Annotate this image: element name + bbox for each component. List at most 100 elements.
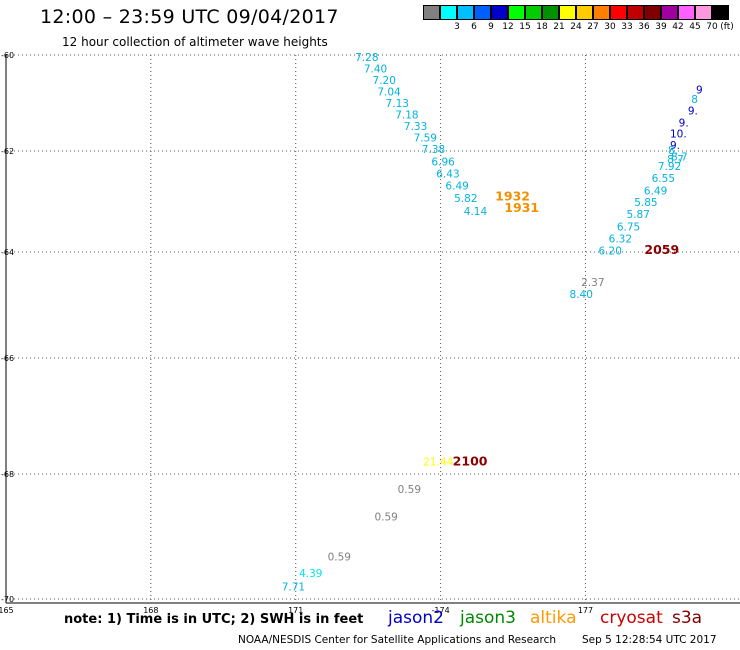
legend-label: 27 xyxy=(587,22,599,32)
wave-height-value: 7.92 xyxy=(658,161,681,173)
chart-title: 12:00 – 23:59 UTC 09/04/2017 xyxy=(40,6,339,28)
legend-unit: (ft) xyxy=(720,22,734,32)
wave-height-value: 0.59 xyxy=(374,511,397,523)
wave-height-value-clipped: 10. xyxy=(670,129,687,141)
legend-swatch xyxy=(474,5,491,20)
legend-swatch xyxy=(678,5,695,20)
mission-altika: altika xyxy=(530,608,577,628)
mission-s3a: s3a xyxy=(672,608,703,628)
wave-height-value: 6.49 xyxy=(644,185,667,197)
legend-swatch xyxy=(576,5,593,20)
legend-label: 36 xyxy=(638,22,650,32)
legend-label: 12 xyxy=(502,22,514,32)
wave-height-value: 5.87 xyxy=(627,209,650,221)
mission-jason3: jason3 xyxy=(460,608,516,628)
wave-height-value: 4.39 xyxy=(299,568,322,580)
legend-swatch xyxy=(695,5,712,20)
latitude-label: -64 xyxy=(1,248,14,257)
legend-label: 24 xyxy=(570,22,582,32)
longitude-label: 177 xyxy=(578,606,593,615)
wave-height-value-clipped: 8.7 xyxy=(667,154,684,166)
legend-label: 39 xyxy=(655,22,667,32)
legend-swatch xyxy=(627,5,644,20)
legend-swatch xyxy=(423,5,440,20)
wave-height-value-clipped: 9. xyxy=(688,106,698,118)
wave-height-value: 2.37 xyxy=(581,277,604,289)
wave-height-value: 5.82 xyxy=(454,193,477,205)
latitude-label: -68 xyxy=(1,470,14,479)
legend-swatch xyxy=(712,5,729,20)
wave-height-value: 6.75 xyxy=(617,221,640,233)
legend-swatch xyxy=(491,5,508,20)
legend-label: 45 xyxy=(689,22,701,32)
wave-height-value: 21.44 xyxy=(423,456,453,468)
wave-height-value: 7.18 xyxy=(395,109,418,121)
wave-height-value-clipped: 8. xyxy=(668,145,678,157)
wave-height-value: 5.85 xyxy=(634,197,657,209)
legend-label: 42 xyxy=(672,22,684,32)
wave-height-value: 6.32 xyxy=(609,233,632,245)
legend-label: 6 xyxy=(471,22,477,32)
wave-height-value: 7.04 xyxy=(377,86,401,98)
wave-height-value: 7.38 xyxy=(422,144,445,156)
longitude-label: 165 xyxy=(0,606,14,615)
wave-height-value: 6.55 xyxy=(652,173,675,185)
pass-time-label: 1931 xyxy=(504,200,539,215)
legend-swatch xyxy=(559,5,576,20)
wave-height-value: 6.96 xyxy=(431,157,455,169)
wave-height-value: 7.71 xyxy=(282,581,305,593)
wave-height-value: 6.43 xyxy=(436,168,459,180)
latitude-label: -66 xyxy=(1,354,14,363)
credit-line: NOAA/NESDIS Center for Satellite Applica… xyxy=(238,634,556,646)
wave-height-value-clipped: 9. xyxy=(679,118,689,130)
wave-height-value: 4.14 xyxy=(464,206,488,218)
legend-swatch xyxy=(644,5,661,20)
legend-label: 15 xyxy=(519,22,531,32)
legend-swatch xyxy=(525,5,542,20)
legend-label: 9 xyxy=(488,22,494,32)
latitude-label: -70 xyxy=(1,595,14,604)
legend-swatch xyxy=(457,5,474,20)
wave-height-value: 0.59 xyxy=(328,551,351,563)
wave-height-value-clipped: 8.7 xyxy=(671,152,688,164)
legend-swatch xyxy=(440,5,457,20)
legend-swatch xyxy=(542,5,559,20)
wave-height-value-clipped: 9 xyxy=(696,84,703,96)
longitude-label: 171 xyxy=(288,606,303,615)
wave-height-value-clipped: 8 xyxy=(691,94,698,106)
wave-height-value: 6.49 xyxy=(445,180,468,192)
generation-timestamp: Sep 5 12:28:54 UTC 2017 xyxy=(582,634,717,646)
wave-height-value: 7.28 xyxy=(355,52,378,64)
pass-time-label: 1932 xyxy=(495,188,530,203)
footer-note: note: 1) Time is in UTC; 2) SWH is in fe… xyxy=(64,612,364,627)
legend-label: 33 xyxy=(621,22,633,32)
legend-swatch xyxy=(593,5,610,20)
wave-height-value: 7.33 xyxy=(404,121,427,133)
wave-height-value-clipped: 9. xyxy=(670,140,680,152)
mission-cryosat: cryosat xyxy=(600,608,663,628)
legend-label: 21 xyxy=(553,22,565,32)
wave-height-value: 7.59 xyxy=(414,132,437,144)
pass-time-label: 2100 xyxy=(453,453,488,468)
latitude-label: -60 xyxy=(1,51,14,60)
legend-label: 3 xyxy=(454,22,460,32)
mission-jason2: jason2 xyxy=(388,608,444,628)
legend-label: 18 xyxy=(536,22,548,32)
legend-swatch xyxy=(610,5,627,20)
legend-label: 30 xyxy=(604,22,616,32)
wave-height-value: 0.59 xyxy=(398,484,421,496)
wave-height-value: 7.40 xyxy=(364,63,387,75)
legend-swatch xyxy=(508,5,525,20)
wave-height-value: 7.20 xyxy=(373,75,396,87)
longitude-label: 168 xyxy=(143,606,158,615)
wave-height-value: 8.40 xyxy=(570,289,593,301)
wave-height-value: 6.20 xyxy=(599,246,622,258)
legend-label: 70 xyxy=(706,22,718,32)
legend-swatch xyxy=(661,5,678,20)
pass-time-label: 2059 xyxy=(644,242,679,257)
wave-height-value: 7.13 xyxy=(386,98,409,110)
longitude-label: -174 xyxy=(432,606,450,615)
chart-subtitle: 12 hour collection of altimeter wave hei… xyxy=(62,35,328,49)
latitude-label: -62 xyxy=(1,147,14,156)
